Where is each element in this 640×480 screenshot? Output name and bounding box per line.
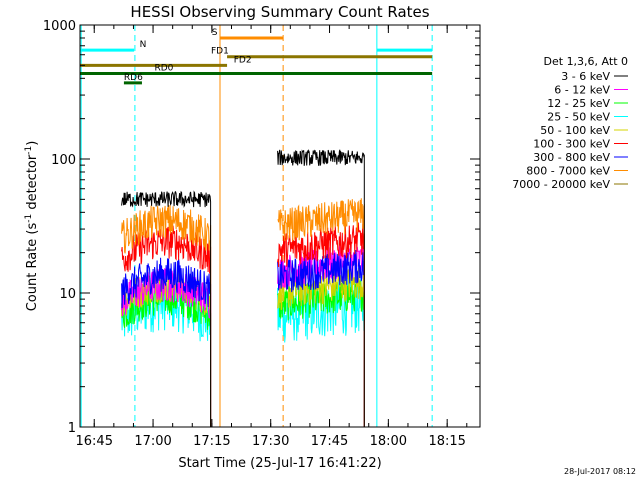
legend-entry-2: 12 - 25 keV xyxy=(547,97,610,110)
flag-label-s: S xyxy=(212,28,218,38)
x-tick-label-2: 17:15 xyxy=(193,434,230,449)
x-axis-label: Start Time (25-Jul-17 16:41:22) xyxy=(178,456,381,471)
series-5-segment-1 xyxy=(277,222,365,427)
plot-area: N S FD1 FD2 RD0 RD6 xyxy=(80,25,433,427)
y-label-sup2: -1 xyxy=(24,146,34,155)
legend-entry-4: 50 - 100 keV xyxy=(540,124,610,137)
x-tick-label-1: 17:00 xyxy=(134,434,171,449)
legend-entry-6: 300 - 800 keV xyxy=(533,151,610,164)
y-label-end: ) xyxy=(25,141,40,146)
series-5 xyxy=(121,222,365,427)
series-7 xyxy=(121,198,365,427)
series-5-segment-0 xyxy=(121,225,212,427)
x-tick-label-5: 18:00 xyxy=(370,434,407,449)
axis-ticks: 16:45 17:00 17:15 17:30 17:45 18:00 18:15 1 10 10… xyxy=(43,19,480,449)
flag-label-rd6: RD6 xyxy=(124,73,143,83)
series-6-segment-1 xyxy=(277,249,365,427)
y-label-sup1: -1 xyxy=(24,214,34,223)
flag-label-n: N xyxy=(140,40,147,50)
flag-label-fd2: FD2 xyxy=(234,55,252,65)
y-label-main: Count Rate (s xyxy=(25,223,40,312)
flag-label-fd1: FD1 xyxy=(211,47,229,57)
legend-entry-1: 6 - 12 keV xyxy=(554,84,610,97)
plot-layer: N S FD1 FD2 RD0 RD6 xyxy=(80,25,433,427)
legend-title: Det 1,3,6, Att 0 xyxy=(544,55,628,68)
series-1 xyxy=(121,242,365,427)
series-1-segment-0 xyxy=(121,268,212,427)
y-tick-label-3: 1000 xyxy=(43,19,76,34)
y-label-mid: detector xyxy=(25,154,40,214)
y-tick-label-2: 100 xyxy=(51,153,76,168)
legend-entry-7: 800 - 7000 keV xyxy=(526,165,610,178)
x-tick-label-0: 16:45 xyxy=(76,434,113,449)
series-7-segment-0 xyxy=(121,204,212,427)
series-0 xyxy=(121,148,365,427)
y-tick-label-1: 10 xyxy=(59,287,76,302)
series-6-segment-0 xyxy=(121,257,212,427)
footer-date: 28-Jul-2017 08:12 xyxy=(564,467,636,476)
legend-entry-3: 25 - 50 keV xyxy=(547,111,610,124)
legend-entry-0: 3 - 6 keV xyxy=(561,70,610,83)
x-tick-label-6: 18:15 xyxy=(428,434,465,449)
series-0-segment-0 xyxy=(121,190,212,427)
plot-frame xyxy=(79,24,481,428)
flag-label-rd0: RD0 xyxy=(155,63,174,73)
x-tick-label-4: 17:45 xyxy=(311,434,348,449)
legend-entry-5: 100 - 300 keV xyxy=(533,138,610,151)
x-tick-label-3: 17:30 xyxy=(252,434,289,449)
legend-entry-8: 7000 - 20000 keV xyxy=(512,178,610,191)
y-tick-label-0: 1 xyxy=(68,421,76,436)
series-7-segment-1 xyxy=(277,198,365,427)
chart-title: HESSI Observing Summary Count Rates xyxy=(130,3,429,21)
series-2-segment-1 xyxy=(277,278,365,427)
y-axis-label: Count Rate (s-1 detector-1) xyxy=(24,141,40,312)
series-0-segment-1 xyxy=(277,148,365,427)
